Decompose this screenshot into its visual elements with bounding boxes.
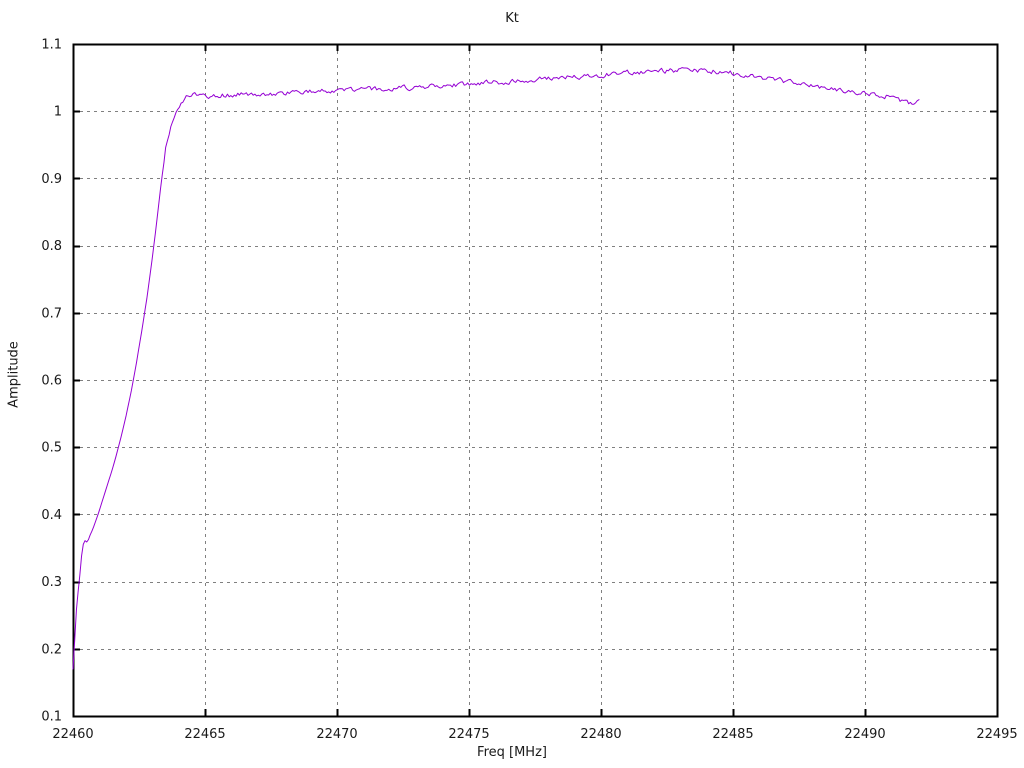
svg-text:0.4: 0.4 <box>41 508 62 523</box>
svg-text:0.7: 0.7 <box>41 306 62 321</box>
chart-title: Kt <box>505 11 519 26</box>
svg-text:22460: 22460 <box>52 727 93 742</box>
svg-text:22465: 22465 <box>184 727 225 742</box>
tick-labels: 0.1 0.2 0.3 0.4 0.5 0.6 0.7 0.8 0.9 1 1.1 22460 2246… <box>41 38 1017 743</box>
svg-text:0.6: 0.6 <box>41 374 62 389</box>
svg-text:22495: 22495 <box>976 727 1017 742</box>
svg-text:0.8: 0.8 <box>41 239 62 254</box>
svg-text:0.9: 0.9 <box>41 172 62 187</box>
svg-text:0.2: 0.2 <box>41 642 62 657</box>
data-series-line <box>72 67 920 670</box>
x-axis-label: Freq [MHz] <box>477 745 547 760</box>
svg-text:22475: 22475 <box>448 727 489 742</box>
svg-text:22470: 22470 <box>316 727 357 742</box>
svg-text:22485: 22485 <box>712 727 753 742</box>
svg-text:0.1: 0.1 <box>41 710 62 725</box>
grid-lines <box>73 44 997 716</box>
svg-text:22490: 22490 <box>844 727 885 742</box>
svg-text:1.1: 1.1 <box>41 38 62 53</box>
plot-frame <box>72 43 999 718</box>
svg-text:0.3: 0.3 <box>41 575 62 590</box>
data-series-layer <box>72 67 920 670</box>
svg-text:1: 1 <box>54 105 62 120</box>
svg-text:0.5: 0.5 <box>41 441 62 456</box>
svg-text:22480: 22480 <box>580 727 621 742</box>
